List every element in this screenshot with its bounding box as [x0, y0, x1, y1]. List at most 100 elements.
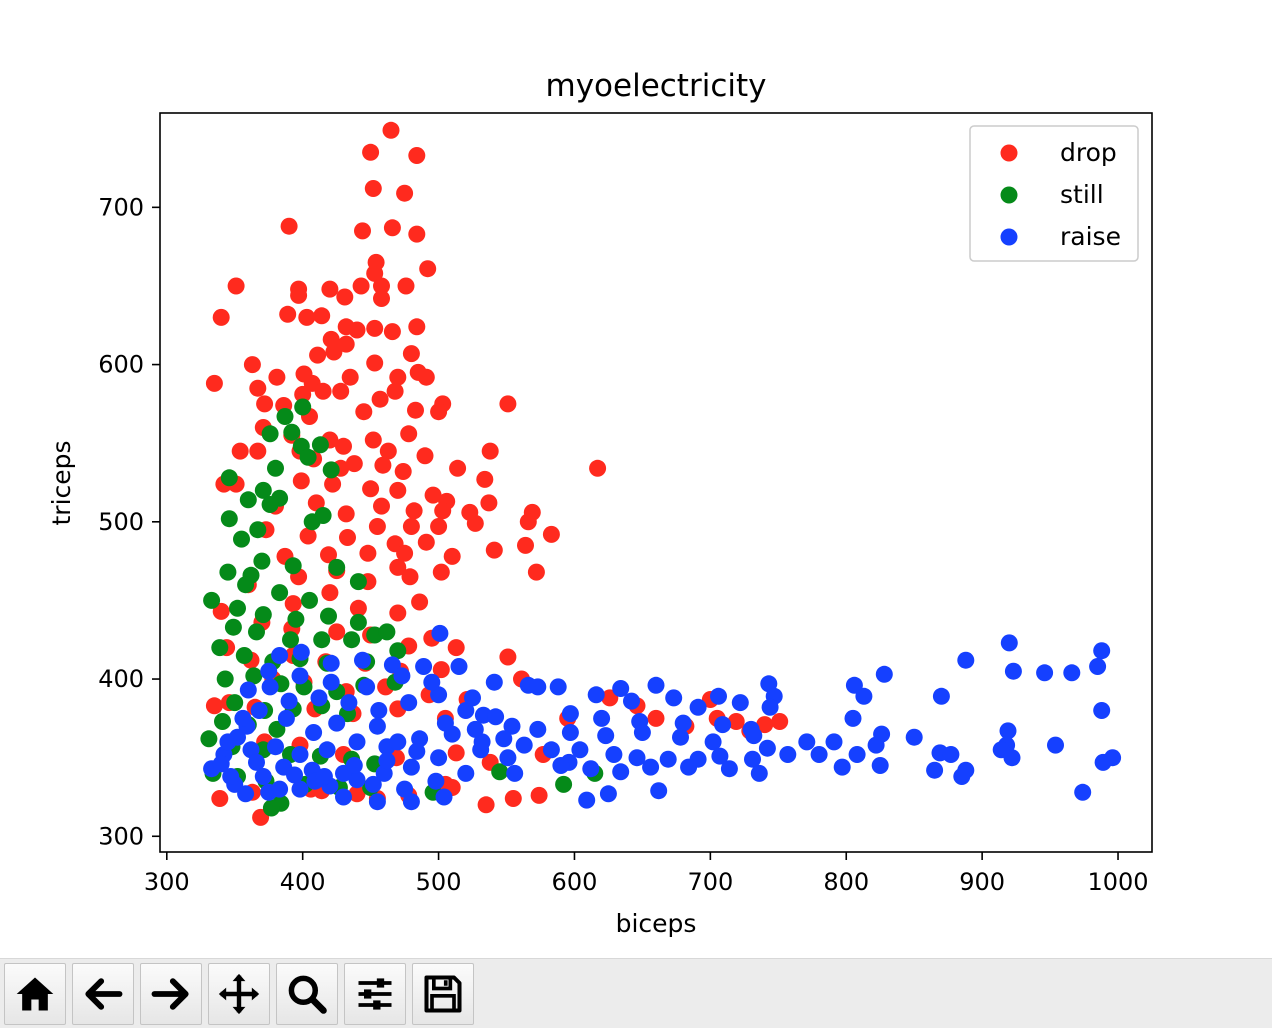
data-point: [249, 442, 267, 460]
data-point: [219, 563, 237, 581]
configure-subplots-button[interactable]: [344, 963, 406, 1025]
data-point: [341, 368, 359, 386]
data-point: [408, 225, 426, 243]
zoom-button[interactable]: [276, 963, 338, 1025]
data-point: [291, 746, 309, 763]
data-point: [203, 591, 221, 609]
data-point: [506, 764, 524, 782]
data-point: [605, 746, 623, 763]
data-point: [555, 775, 573, 793]
data-point: [373, 277, 390, 295]
data-point: [1004, 662, 1022, 680]
save-button[interactable]: [412, 963, 474, 1025]
data-point: [237, 576, 255, 594]
data-point: [370, 702, 388, 719]
data-point: [307, 494, 325, 512]
data-point: [368, 793, 386, 811]
data-point: [758, 739, 776, 757]
data-point: [710, 687, 727, 705]
legend-label-raise: raise: [1060, 222, 1121, 251]
data-point: [305, 724, 323, 741]
data-point: [672, 728, 689, 746]
data-point: [212, 755, 230, 773]
forward-button[interactable]: [140, 963, 202, 1025]
data-point: [234, 709, 252, 727]
data-point: [745, 727, 763, 745]
data-point: [261, 678, 279, 696]
data-point: [267, 459, 284, 477]
data-point: [727, 713, 745, 730]
data-point: [248, 623, 265, 641]
data-point: [405, 502, 423, 520]
data-point: [430, 403, 448, 421]
data-point: [487, 708, 505, 726]
data-point: [358, 678, 376, 696]
navigation-toolbar: [0, 958, 1272, 1028]
data-point: [235, 647, 253, 664]
data-point: [362, 480, 380, 498]
data-point: [464, 689, 481, 707]
data-point: [1074, 783, 1092, 801]
back-button[interactable]: [72, 963, 134, 1025]
data-point: [542, 741, 560, 759]
data-point: [582, 760, 600, 778]
legend-label-drop: drop: [1060, 138, 1117, 167]
data-point: [389, 558, 407, 576]
data-point: [212, 308, 230, 326]
data-point: [250, 702, 268, 719]
data-point: [287, 610, 305, 628]
data-point: [415, 658, 433, 675]
data-point: [298, 308, 316, 326]
x-tick-label: 500: [416, 868, 462, 896]
home-button[interactable]: [4, 963, 66, 1025]
x-axis-label: biceps: [616, 909, 697, 938]
data-point: [314, 507, 332, 524]
data-point: [271, 584, 289, 602]
data-point: [239, 491, 257, 509]
data-point: [294, 398, 312, 416]
data-point: [280, 217, 298, 235]
data-point: [315, 768, 333, 785]
data-point: [389, 642, 407, 660]
data-point: [394, 463, 412, 480]
data-point: [348, 733, 366, 751]
data-point: [443, 547, 461, 565]
data-point: [1093, 642, 1111, 660]
data-point: [731, 694, 749, 712]
data-point: [378, 623, 396, 641]
data-point: [680, 758, 698, 776]
data-point: [211, 639, 229, 657]
data-point: [337, 335, 355, 353]
data-point: [810, 746, 828, 763]
data-point: [633, 724, 651, 741]
data-point: [366, 319, 384, 337]
data-point: [379, 442, 397, 460]
data-point: [261, 496, 279, 513]
y-tick-label: 600: [98, 351, 144, 379]
data-point: [383, 219, 401, 237]
data-point: [324, 475, 342, 493]
data-point: [427, 772, 445, 790]
data-point: [402, 345, 420, 363]
data-point: [314, 382, 332, 400]
data-point: [249, 521, 267, 539]
arrow-left-icon: [85, 978, 123, 1010]
data-point: [845, 676, 863, 694]
x-tick-label: 300: [144, 868, 190, 896]
data-point: [239, 681, 257, 699]
legend-label-still: still: [1060, 180, 1104, 209]
data-point: [332, 382, 350, 400]
data-point: [322, 673, 340, 691]
data-point: [382, 121, 400, 139]
points-layer: [200, 121, 1122, 826]
data-point: [875, 665, 893, 683]
data-point: [359, 544, 377, 562]
pan-button[interactable]: [208, 963, 270, 1025]
x-tick-label: 900: [959, 868, 1005, 896]
data-point: [578, 791, 596, 809]
data-point: [335, 437, 352, 455]
data-point: [599, 785, 617, 803]
data-point: [286, 766, 303, 784]
data-point: [328, 623, 346, 641]
data-point: [402, 518, 420, 535]
